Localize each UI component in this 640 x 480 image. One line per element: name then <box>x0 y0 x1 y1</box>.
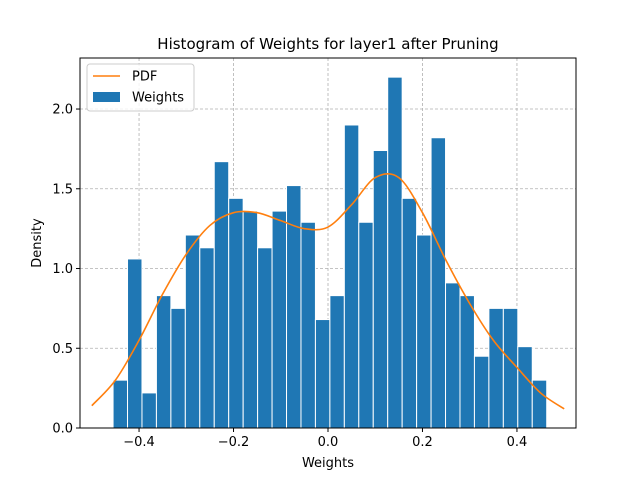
x-tick-label: −0.4 <box>123 435 155 450</box>
x-tick-label: 0.4 <box>507 435 528 450</box>
x-tick-label: −0.2 <box>218 435 250 450</box>
y-axis-ticks: 0.0 0.5 1.0 1.5 2.0 <box>52 103 80 437</box>
histogram-bar <box>127 258 143 429</box>
histogram-bar <box>314 319 331 429</box>
y-tick-label: 0.5 <box>52 342 73 357</box>
histogram-bar <box>184 234 201 429</box>
histogram-bar <box>343 124 360 429</box>
histogram-bar <box>502 307 519 429</box>
x-tick-label: 0.2 <box>412 435 433 450</box>
histogram-bar <box>430 137 447 429</box>
x-tick-label: 0.0 <box>318 435 339 450</box>
histogram-bar <box>242 210 259 429</box>
histogram-bar <box>257 247 273 429</box>
histogram-bar <box>213 161 230 429</box>
histogram-bar <box>488 307 504 429</box>
chart-title: Histogram of Weights for layer1 after Pr… <box>157 35 498 53</box>
y-tick-label: 1.0 <box>52 262 73 277</box>
histogram-bar <box>112 379 129 429</box>
pdf-curve-group <box>91 172 565 410</box>
y-tick-label: 0.0 <box>52 422 73 437</box>
histogram-bar <box>445 282 461 429</box>
histogram-bar <box>401 197 418 429</box>
histogram-bar <box>286 185 302 429</box>
histogram-bar <box>372 150 389 429</box>
histogram-bar <box>416 234 432 429</box>
legend-weights-swatch <box>93 92 120 102</box>
legend-weights-label: Weights <box>132 91 184 106</box>
pdf-line <box>91 172 565 410</box>
y-axis-label: Density <box>30 218 45 268</box>
histogram-bar <box>155 295 172 429</box>
histogram-bar <box>517 346 533 429</box>
histogram-bar <box>329 295 345 429</box>
x-axis-label: Weights <box>302 456 354 471</box>
histogram-bar <box>459 295 475 429</box>
y-tick-label: 2.0 <box>52 103 73 118</box>
x-axis-ticks: −0.4 −0.2 0.0 0.2 0.4 <box>123 428 527 450</box>
histogram-bar <box>387 76 403 429</box>
histogram-bar <box>358 221 374 429</box>
histogram-bar <box>473 355 490 429</box>
legend: PDF Weights <box>86 63 195 112</box>
histogram-bar <box>141 392 157 429</box>
y-tick-label: 1.5 <box>52 182 73 197</box>
histogram-bar <box>271 210 288 429</box>
histogram-bars <box>112 76 548 429</box>
histogram-bar <box>170 307 186 429</box>
histogram-bar <box>300 221 316 429</box>
legend-pdf-label: PDF <box>132 70 157 85</box>
histogram-bar <box>228 197 244 429</box>
histogram-bar <box>199 247 215 429</box>
